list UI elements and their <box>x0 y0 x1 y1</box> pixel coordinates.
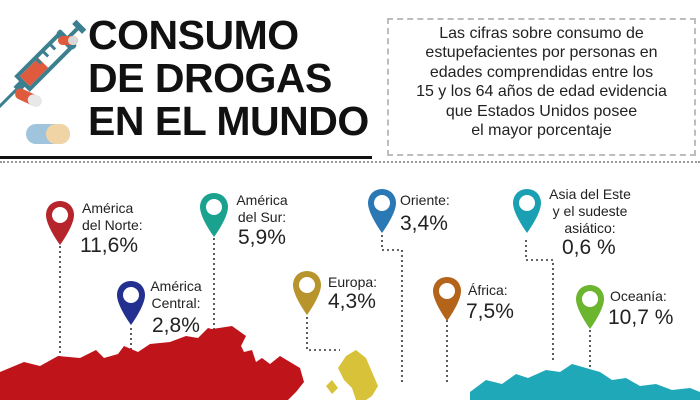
description-box: Las cifras sobre consumo de estupefacien… <box>387 18 696 156</box>
region-label-line: América <box>150 278 202 294</box>
world-map <box>0 230 700 400</box>
description-line: 15 y los 64 años de edad evidencia <box>416 83 667 101</box>
region-label-line: del Norte: <box>82 217 143 233</box>
region-value-oceania: 10,7 % <box>608 306 674 329</box>
region-label-oceania: Oceanía: <box>610 288 667 304</box>
map-pin-icon <box>368 189 396 233</box>
pill-icon <box>58 36 78 45</box>
description-line: que Estados Unidos posee <box>445 102 638 120</box>
region-label-line: Asia del Este <box>549 186 631 202</box>
region-label-europe: Europa: <box>328 274 378 290</box>
region-value-europe: 4,3% <box>328 290 376 313</box>
connector-line <box>381 230 403 385</box>
map-europe-islands <box>326 380 338 394</box>
region-value-central-america: 2,8% <box>152 314 200 337</box>
description-line: estupefacientes por personas en <box>425 44 658 62</box>
region-label-central-america: América Central: <box>148 278 204 312</box>
map-europe <box>338 350 378 400</box>
syringe-icon <box>0 19 87 112</box>
region-value-north-america: 11,6% <box>80 234 138 257</box>
pill-icon <box>15 88 42 107</box>
map-greenland <box>206 326 246 350</box>
region-label-line: del Sur: <box>237 209 287 225</box>
region-label-orient: Oriente: <box>400 192 450 208</box>
description-line: el mayor porcentaje <box>471 122 612 140</box>
title-line-2: DE DROGAS <box>88 55 332 101</box>
description-line: edades comprendidas entre los <box>429 63 654 81</box>
map-pin-icon <box>513 189 541 233</box>
header-divider <box>0 161 700 163</box>
region-label-line: América <box>82 200 134 216</box>
region-label-line: América <box>236 192 288 208</box>
map-pin-icon <box>46 201 74 245</box>
syringe-illustration <box>0 19 87 144</box>
region-value-south-america: 5,9% <box>238 226 286 249</box>
title-line-3: EN EL MUNDO <box>88 98 369 144</box>
title-underline <box>0 156 372 159</box>
page-title: CONSUMO DE DROGAS EN EL MUNDO <box>88 14 388 143</box>
map-pin-icon <box>433 277 461 321</box>
pill-icon <box>26 124 70 144</box>
map-pin-icon <box>117 281 145 325</box>
region-label-north-america: América del Norte: <box>82 200 143 234</box>
region-label-line: asiático: <box>564 220 616 236</box>
region-label-africa: África: <box>468 282 508 298</box>
region-value-east-asia: 0,6 % <box>562 236 616 259</box>
map-asia <box>470 364 700 400</box>
region-value-orient: 3,4% <box>400 212 448 235</box>
region-value-africa: 7,5% <box>466 300 514 323</box>
map-north-america <box>0 328 304 400</box>
region-label-line: y el sudeste <box>552 203 628 219</box>
map-pin-icon <box>576 285 604 329</box>
title-line-1: CONSUMO <box>88 12 299 58</box>
region-label-south-america: América del Sur: <box>236 192 288 226</box>
map-pin-icon <box>200 193 228 237</box>
connector-line <box>306 312 340 351</box>
map-pin-icon <box>293 271 321 315</box>
region-label-line: Central: <box>151 295 201 311</box>
connector-line <box>525 240 554 360</box>
description-line: Las cifras sobre consumo de <box>439 25 644 42</box>
region-label-east-asia: Asia del Este y el sudeste asiático: <box>548 186 632 237</box>
